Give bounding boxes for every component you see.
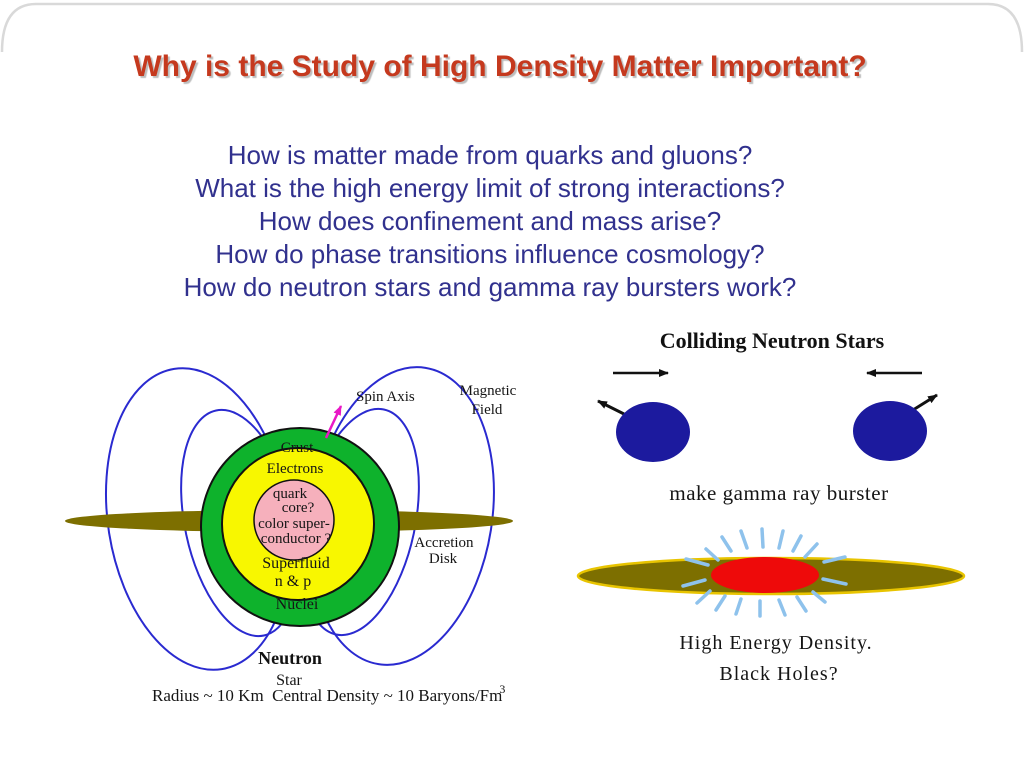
spin-axis-arrow (324, 405, 343, 439)
radiation-rays (681, 527, 848, 618)
result-caption-line2: Black Holes? (719, 663, 838, 685)
density-exponent: 3 (499, 682, 505, 696)
spin-arrow-left (597, 399, 625, 416)
crust-label: Crust (281, 440, 314, 456)
question-line: How do phase transitions influence cosmo… (215, 239, 765, 269)
core-label-line1: quark (273, 486, 308, 502)
magnetic-field-label-line1: Magnetic (460, 383, 517, 399)
radius-density-caption: Radius ~ 10 Km Central Density ~ 10 Bary… (152, 682, 505, 705)
accretion-disk-label-line2: Disk (429, 551, 458, 567)
question-list: How is matter made from quarks and gluon… (0, 139, 980, 304)
neutron-star-diagram: Crust Electrons quark core? color super-… (65, 366, 517, 705)
neutron-star-caption-line1: Neutron (258, 648, 322, 668)
radius-density-text: Radius ~ 10 Km Central Density ~ 10 Bary… (152, 686, 502, 705)
result-caption-line1: High Energy Density. (679, 632, 872, 654)
right-neutron-star (853, 401, 927, 461)
nuclei-label: Nuclei (276, 596, 319, 613)
neutron-star-caption-line2: Star (276, 672, 302, 689)
slide-frame-border (0, 2, 1024, 52)
core-label-line2: core? (282, 500, 315, 516)
superfluid-label-line1: Superfluid (262, 555, 330, 572)
quark-core (253, 479, 335, 561)
superfluid-label-line2: n & p (275, 573, 311, 590)
core-label-line3: color super- (258, 516, 330, 532)
collision-caption: make gamma ray burster (669, 481, 888, 505)
spin-arrow-right (912, 393, 938, 412)
question-line: How is matter made from quarks and gluon… (227, 140, 753, 170)
electrons-label: Electrons (267, 461, 324, 477)
magnetic-field-label-line2: Field (472, 402, 503, 418)
spin-axis-label: Spin Axis (356, 389, 415, 405)
accretion-disk-label-line1: Accretion (414, 535, 474, 551)
question-line: How do neutron stars and gamma ray burst… (183, 272, 797, 302)
hot-merger-core (711, 557, 819, 593)
core-label-line4: conductor ? (261, 531, 332, 547)
question-line: What is the high energy limit of strong … (195, 173, 785, 203)
question-line: How does confinement and mass arise? (258, 206, 722, 236)
colliding-stars-diagram: Colliding Neutron Stars make gamma ray b… (576, 328, 966, 685)
slide-title: Why is the Study of High Density Matter … (133, 50, 867, 83)
left-neutron-star (616, 402, 690, 462)
diagrams-canvas: Crust Electrons quark core? color super-… (65, 328, 966, 705)
collision-title: Colliding Neutron Stars (660, 328, 885, 353)
